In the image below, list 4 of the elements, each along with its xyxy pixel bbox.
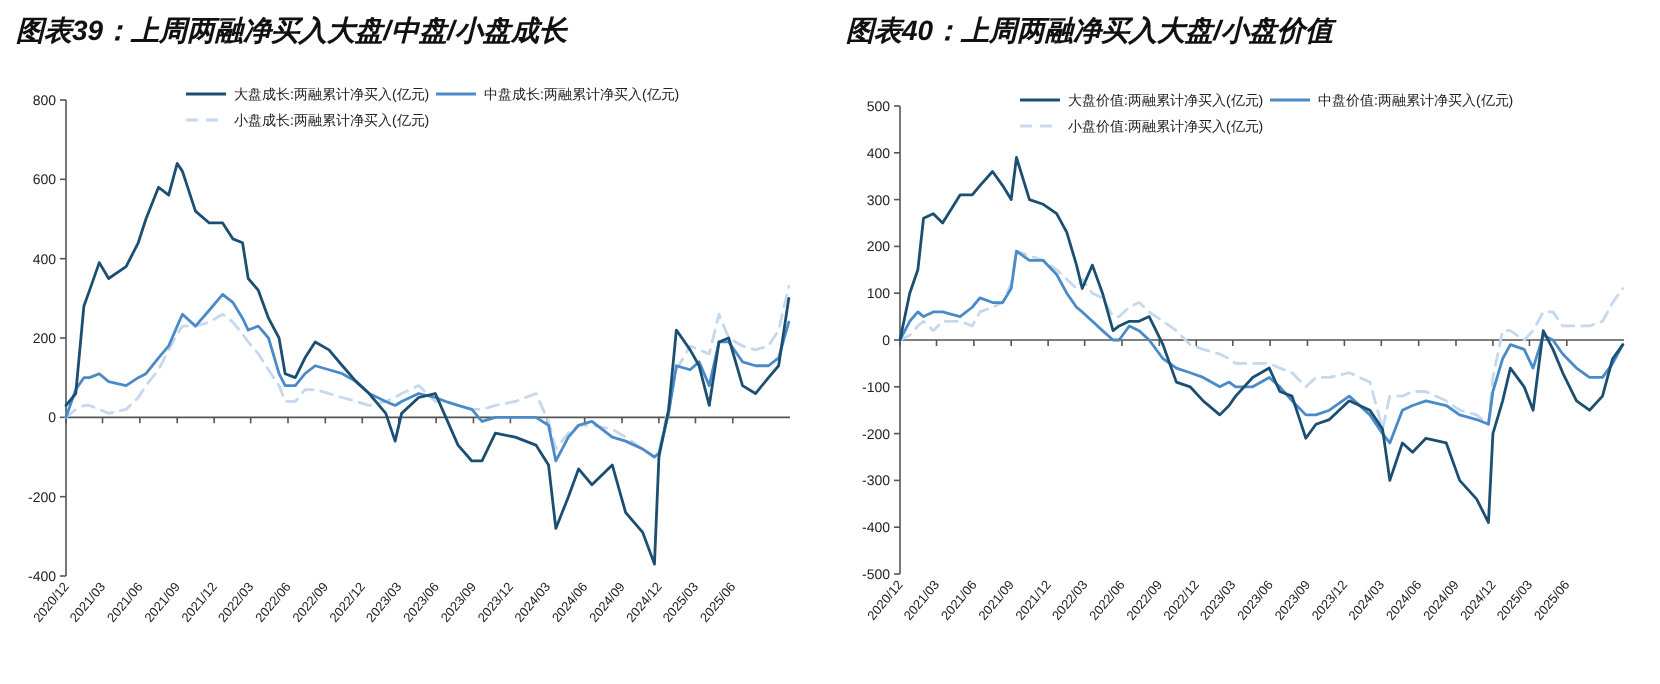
chart-title: 图表39：上周两融净买入大盘/中盘/小盘成长 <box>16 14 569 46</box>
line-series <box>64 162 791 566</box>
line-series <box>898 156 1625 524</box>
chart-title: 图表40：上周两融净买入大盘/小盘价值 <box>846 14 1337 46</box>
